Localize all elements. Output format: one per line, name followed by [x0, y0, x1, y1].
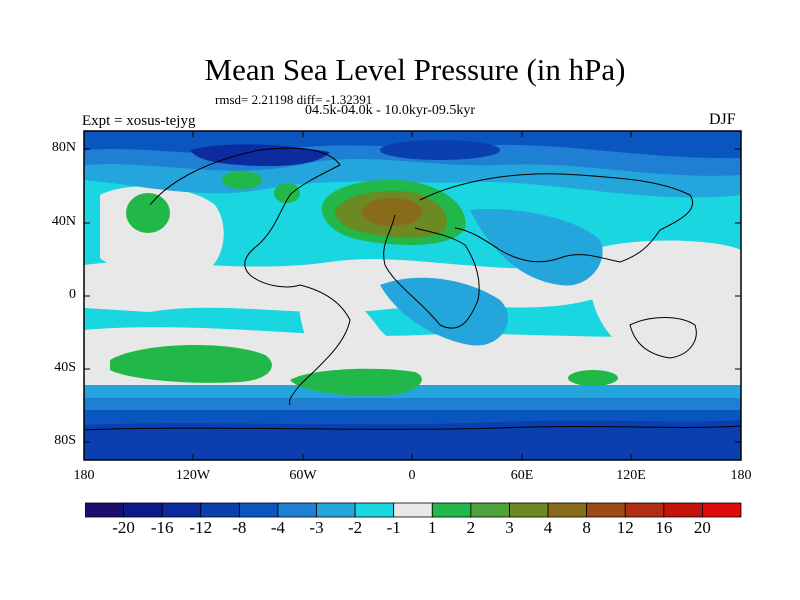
canada-green [222, 171, 262, 189]
colorbar-label: 2 [466, 518, 476, 537]
lat-label: 80N [51, 140, 76, 155]
colorbar-label: 4 [543, 518, 553, 537]
colorbar-swatch [547, 502, 588, 518]
colorbar-label: 20 [693, 518, 711, 537]
lon-label: 120E [616, 468, 646, 483]
season-label: DJF [709, 111, 736, 128]
colorbar-swatch [123, 502, 163, 518]
colorbar-label: -1 [386, 518, 401, 537]
colorbar-label: -8 [232, 518, 247, 537]
lat-label: 80S [54, 433, 76, 448]
coastline-3 [419, 173, 693, 263]
lat-label: 0 [69, 287, 76, 302]
coastline-5 [84, 425, 741, 431]
colorbar [85, 502, 742, 518]
colorbar-swatch [393, 502, 433, 518]
map-title: Mean Sea Level Pressure (in hPa) [204, 52, 626, 87]
coastline-4 [629, 317, 697, 359]
antarctic-darkblue [84, 420, 741, 460]
colorbar-label: -16 [150, 518, 174, 537]
colorbar-label: 1 [428, 518, 437, 537]
lat-label: 40S [54, 360, 76, 375]
colorbar-swatch [586, 502, 626, 518]
lon-label: 0 [408, 468, 416, 483]
lon-label: 60E [510, 468, 534, 483]
colorbar-swatch [470, 502, 510, 518]
coastline-1 [289, 284, 351, 406]
experiment-label: Expt = xosus-tejyg [82, 113, 196, 129]
coastline-2 [383, 214, 480, 329]
rmsd-stats: rmsd= 2.21198 diff= -1.32391 [215, 92, 373, 107]
colorbar-swatch [624, 502, 665, 518]
colorbar-label: -2 [348, 518, 363, 537]
arctic-darkblue [380, 140, 500, 160]
colorbar-swatch [509, 502, 549, 518]
coastline-0 [149, 147, 341, 288]
lon-label: 180 [73, 468, 95, 483]
indian-green [568, 370, 618, 386]
southpac-green [110, 344, 272, 383]
colorbar-label: 3 [505, 518, 514, 537]
colorbar-swatch [663, 502, 703, 518]
colorbar-label: -20 [112, 518, 135, 537]
hudson-green [274, 183, 300, 203]
colorbar-swatch [277, 502, 317, 518]
colorbar-swatch [200, 502, 240, 518]
colorbar-swatch [85, 502, 124, 518]
lon-label: 180 [730, 468, 752, 483]
colorbar-label: -3 [309, 518, 324, 537]
colorbar-swatch [161, 502, 202, 518]
south-midblue [84, 398, 741, 412]
southatl-green [290, 368, 422, 396]
lat-label: 40N [51, 214, 76, 229]
colorbar-label: -4 [270, 518, 286, 537]
colorbar-swatch [431, 502, 472, 518]
natl-brown [362, 198, 422, 226]
asia-lightblue [470, 209, 603, 286]
pacific-green [126, 193, 170, 233]
colorbar-label: 16 [655, 518, 673, 537]
colorbar-label: -12 [189, 518, 213, 537]
colorbar-swatch [238, 502, 279, 518]
colorbar-label: 8 [582, 518, 591, 537]
colorbar-label: 12 [616, 518, 634, 537]
colorbar-swatch [702, 502, 742, 518]
lon-label: 120W [175, 468, 211, 483]
colorbar-swatch [354, 502, 395, 518]
africa-lightblue [380, 277, 509, 346]
colorbar-swatch [316, 502, 356, 518]
arctic-navy [190, 144, 330, 167]
lon-label: 60W [289, 468, 317, 483]
south-lightblue [84, 385, 741, 400]
period-subtitle: 04.5k-04.0k - 10.0kyr-09.5kyr [305, 103, 476, 118]
